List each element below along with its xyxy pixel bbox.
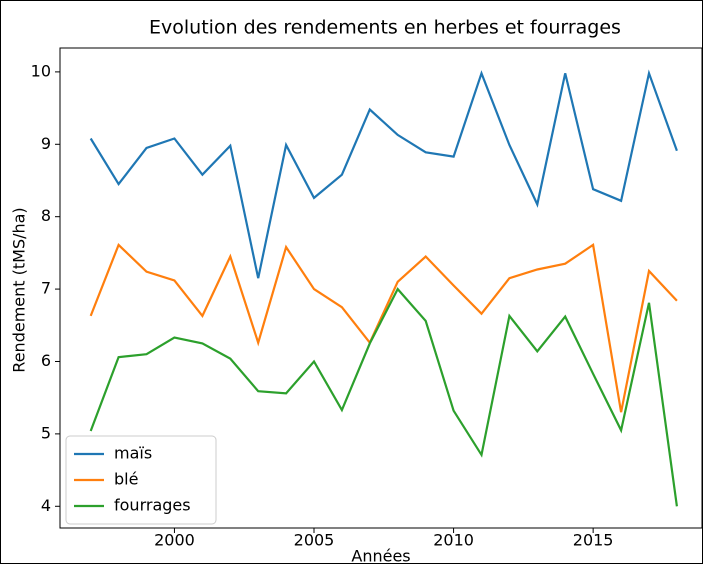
- legend-label: fourrages: [114, 496, 191, 515]
- plot-area: [59, 47, 703, 529]
- line: [89, 69, 678, 279]
- x-tick-label: 2005: [294, 531, 335, 550]
- x-tick-label: 2010: [433, 531, 474, 550]
- y-tick-label: 9: [41, 134, 51, 153]
- x-tick-label: 2000: [154, 531, 195, 550]
- y-tick-label: 4: [41, 496, 51, 515]
- y-tick-label: 7: [41, 279, 51, 298]
- legend-label: maïs: [114, 444, 152, 463]
- line: [89, 242, 678, 413]
- y-tick-label: 5: [41, 423, 51, 442]
- x-axis-label: Années: [351, 547, 410, 564]
- y-axis-label: Rendement (tMS/ha): [10, 207, 29, 372]
- chart-title: Evolution des rendements en herbes et fo…: [149, 17, 621, 39]
- x-tick-label: 2015: [573, 531, 614, 550]
- line: [89, 287, 678, 507]
- y-tick-label: 10: [31, 61, 51, 80]
- y-tick-label: 8: [41, 206, 51, 225]
- legend-box: [65, 435, 217, 525]
- y-tick-label: 6: [41, 351, 51, 370]
- legend-label: blé: [114, 470, 138, 489]
